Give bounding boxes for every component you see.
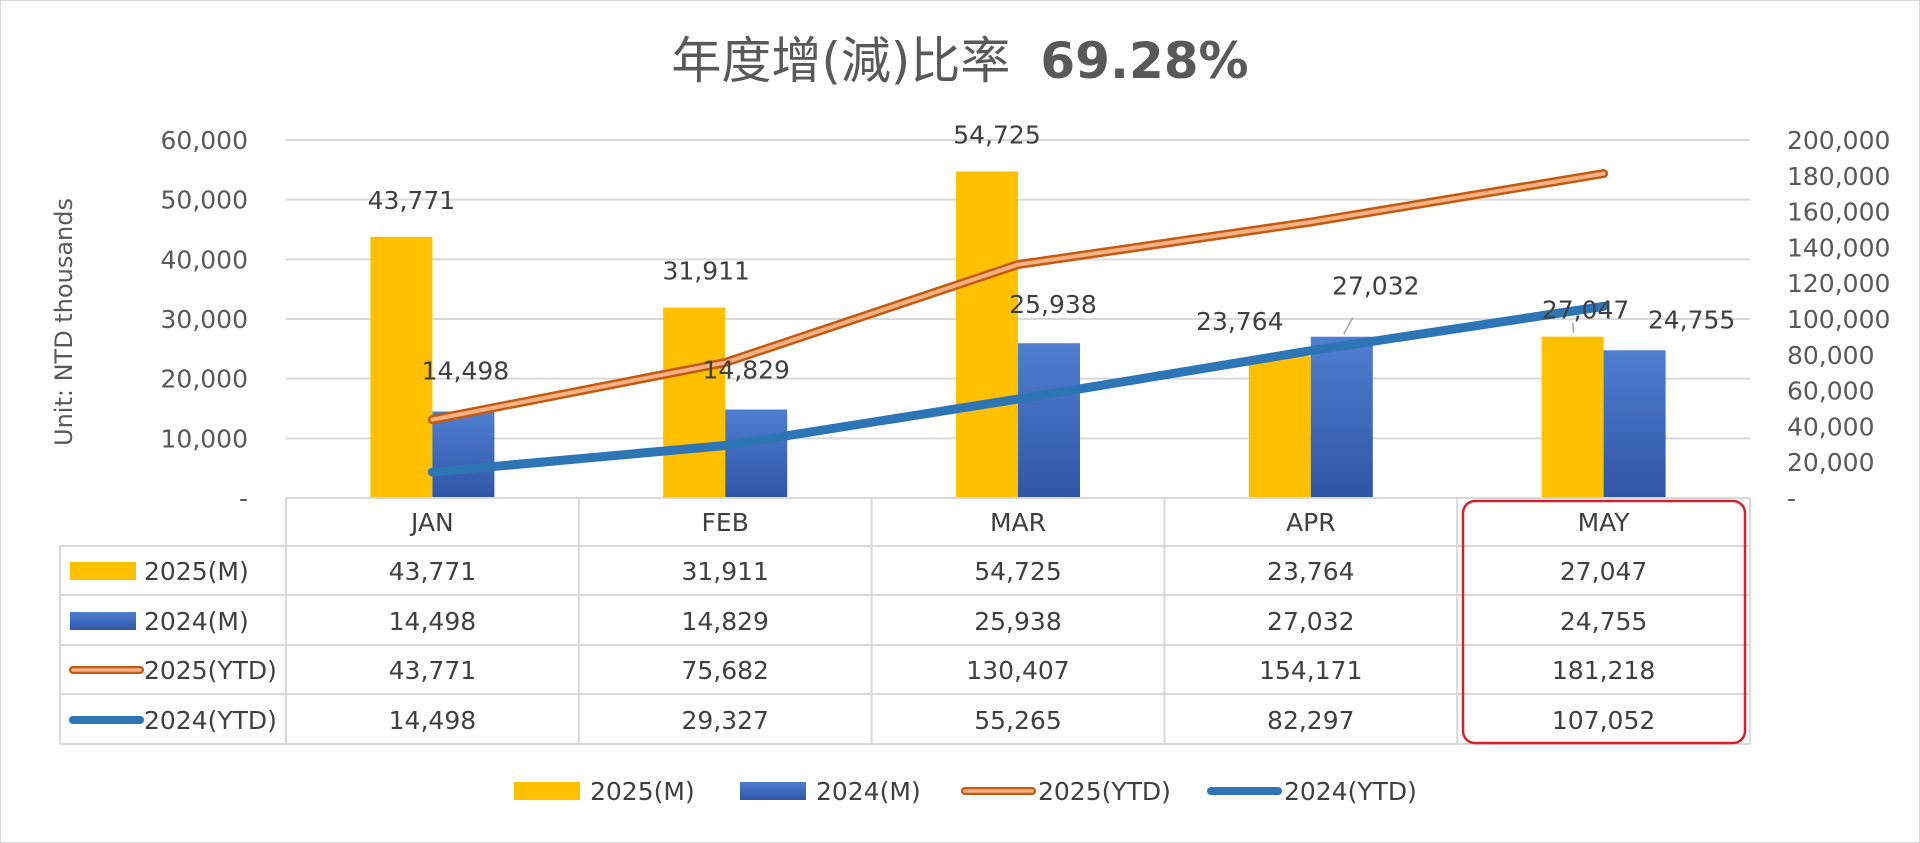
data-label-2025m: 54,725 [953, 120, 1040, 149]
bar-2024(M)-FEB [725, 409, 788, 498]
bar-2024(M)-JAN [432, 411, 495, 498]
table-row-header: 2025(YTD) [144, 656, 277, 685]
legend-key-2025(M) [514, 782, 580, 800]
y2-tick-label: 60,000 [1787, 377, 1874, 406]
line-2025-ytd-inner [430, 171, 1606, 422]
table-cell: 43,771 [389, 656, 476, 685]
category-jan: JAN [409, 508, 454, 537]
y-tick-label: 60,000 [161, 126, 248, 155]
chart-title: 年度增(減)比率 69.28% [671, 32, 1248, 90]
y-tick-label: 50,000 [161, 186, 248, 215]
table-row-header: 2024(YTD) [144, 706, 277, 735]
y2-tick-label: 20,000 [1787, 448, 1874, 477]
data-table: JAN FEB MAR APR MAY 2025(M) 43,771 31,911 54,725… [59, 497, 1751, 745]
bars [370, 171, 1666, 498]
y2-tick-label: 140,000 [1787, 233, 1890, 262]
y2-tick-label: 160,000 [1787, 198, 1890, 227]
data-label-2025m: 27,047 [1542, 296, 1629, 325]
y2-tick-label: - [1787, 484, 1796, 513]
legend-key-2024(M) [740, 782, 806, 800]
table-cell: 31,911 [681, 557, 768, 586]
y-tick-label: 30,000 [161, 305, 248, 334]
y2-tick-label: 200,000 [1787, 126, 1890, 155]
legend-label: 2024(M) [816, 777, 921, 806]
bar-2024(M)-MAR [1018, 343, 1080, 498]
data-labels: 43,771 31,911 54,725 23,764 27,047 14,498 14,8… [368, 120, 1736, 385]
bar-2025(M)-FEB [663, 307, 726, 498]
table-cell: 43,771 [389, 557, 476, 586]
leader-line [1571, 322, 1575, 333]
y2-tick-label: 180,000 [1787, 162, 1890, 191]
chart-title-label: 年度增(減)比率 [671, 32, 1010, 90]
table-cell: 154,171 [1259, 656, 1362, 685]
bar-2025(M)-MAY [1541, 336, 1604, 498]
legend-label: 2024(YTD) [1284, 777, 1417, 806]
legend-label: 2025(M) [590, 777, 695, 806]
table-cell: 27,032 [1267, 607, 1354, 636]
category-apr: APR [1286, 508, 1336, 537]
y2-tick-label: 80,000 [1787, 341, 1874, 370]
table-key-2024(M) [70, 612, 136, 630]
table-cell: 130,407 [966, 656, 1069, 685]
data-label-2024m: 24,755 [1648, 305, 1735, 334]
ytd-lines [427, 169, 1609, 477]
table-cell: 25,938 [974, 607, 1061, 636]
data-label-2024m: 25,938 [1009, 290, 1096, 319]
y-tick-label: 20,000 [161, 365, 248, 394]
legend: 2025(M) 2024(M) 2025(YTD) 2024(YTD) [514, 777, 1417, 806]
data-label-2024m: 27,032 [1332, 272, 1419, 301]
category-mar: MAR [990, 508, 1046, 537]
y2-tick-label: 120,000 [1787, 269, 1890, 298]
table-cell: 14,829 [681, 607, 768, 636]
line-2024-ytd [427, 301, 1609, 477]
table-cell: 82,297 [1267, 706, 1354, 735]
table-cell: 27,047 [1560, 557, 1647, 586]
table-cell: 55,265 [974, 706, 1061, 735]
table-key-2025(M) [70, 562, 136, 580]
bar-2025(M)-APR [1248, 356, 1311, 498]
y-tick-label: 10,000 [161, 424, 248, 453]
table-row-header: 2024(M) [144, 607, 249, 636]
bar-2025(M)-JAN [370, 236, 433, 498]
bar-2024(M)-APR [1310, 336, 1373, 498]
chart-title-ratio: 69.28% [1040, 32, 1248, 90]
table-cell: 75,682 [681, 656, 768, 685]
table-row-header: 2025(M) [144, 557, 249, 586]
may-highlight-box [1461, 499, 1747, 745]
table-cell: 14,498 [389, 607, 476, 636]
table-cell: 54,725 [974, 557, 1061, 586]
y-axis-ticks: - 10,000 20,000 30,000 40,000 50,000 60,000 [161, 126, 248, 513]
y2-tick-label: 100,000 [1787, 305, 1890, 334]
bar-2025(M)-MAR [956, 171, 1018, 498]
bar-2024(M)-MAY [1603, 350, 1666, 498]
table-cell: 181,218 [1552, 656, 1655, 685]
y2-tick-label: 40,000 [1787, 412, 1874, 441]
table-cell: 23,764 [1267, 557, 1354, 586]
leader-line [1343, 317, 1354, 335]
y-tick-label: - [239, 484, 248, 513]
y2-axis-ticks: - 20,000 40,000 60,000 80,000 100,000 120,000 1… [1787, 126, 1890, 513]
category-may: MAY [1578, 508, 1631, 537]
data-label-2025m: 23,764 [1196, 307, 1283, 336]
table-cell: 107,052 [1552, 706, 1655, 735]
table-cell: 29,327 [681, 706, 768, 735]
category-feb: FEB [702, 508, 749, 537]
legend-label: 2025(YTD) [1038, 777, 1171, 806]
y-axis-title: Unit: NTD thousands [50, 198, 78, 446]
data-label-2024m: 14,498 [422, 356, 509, 385]
table-cell: 14,498 [389, 706, 476, 735]
data-label-2025m: 43,771 [368, 186, 455, 215]
data-label-2025m: 31,911 [662, 257, 749, 286]
table-cell: 24,755 [1560, 607, 1647, 636]
data-label-2024m: 14,829 [702, 356, 789, 385]
y-tick-label: 40,000 [161, 245, 248, 274]
